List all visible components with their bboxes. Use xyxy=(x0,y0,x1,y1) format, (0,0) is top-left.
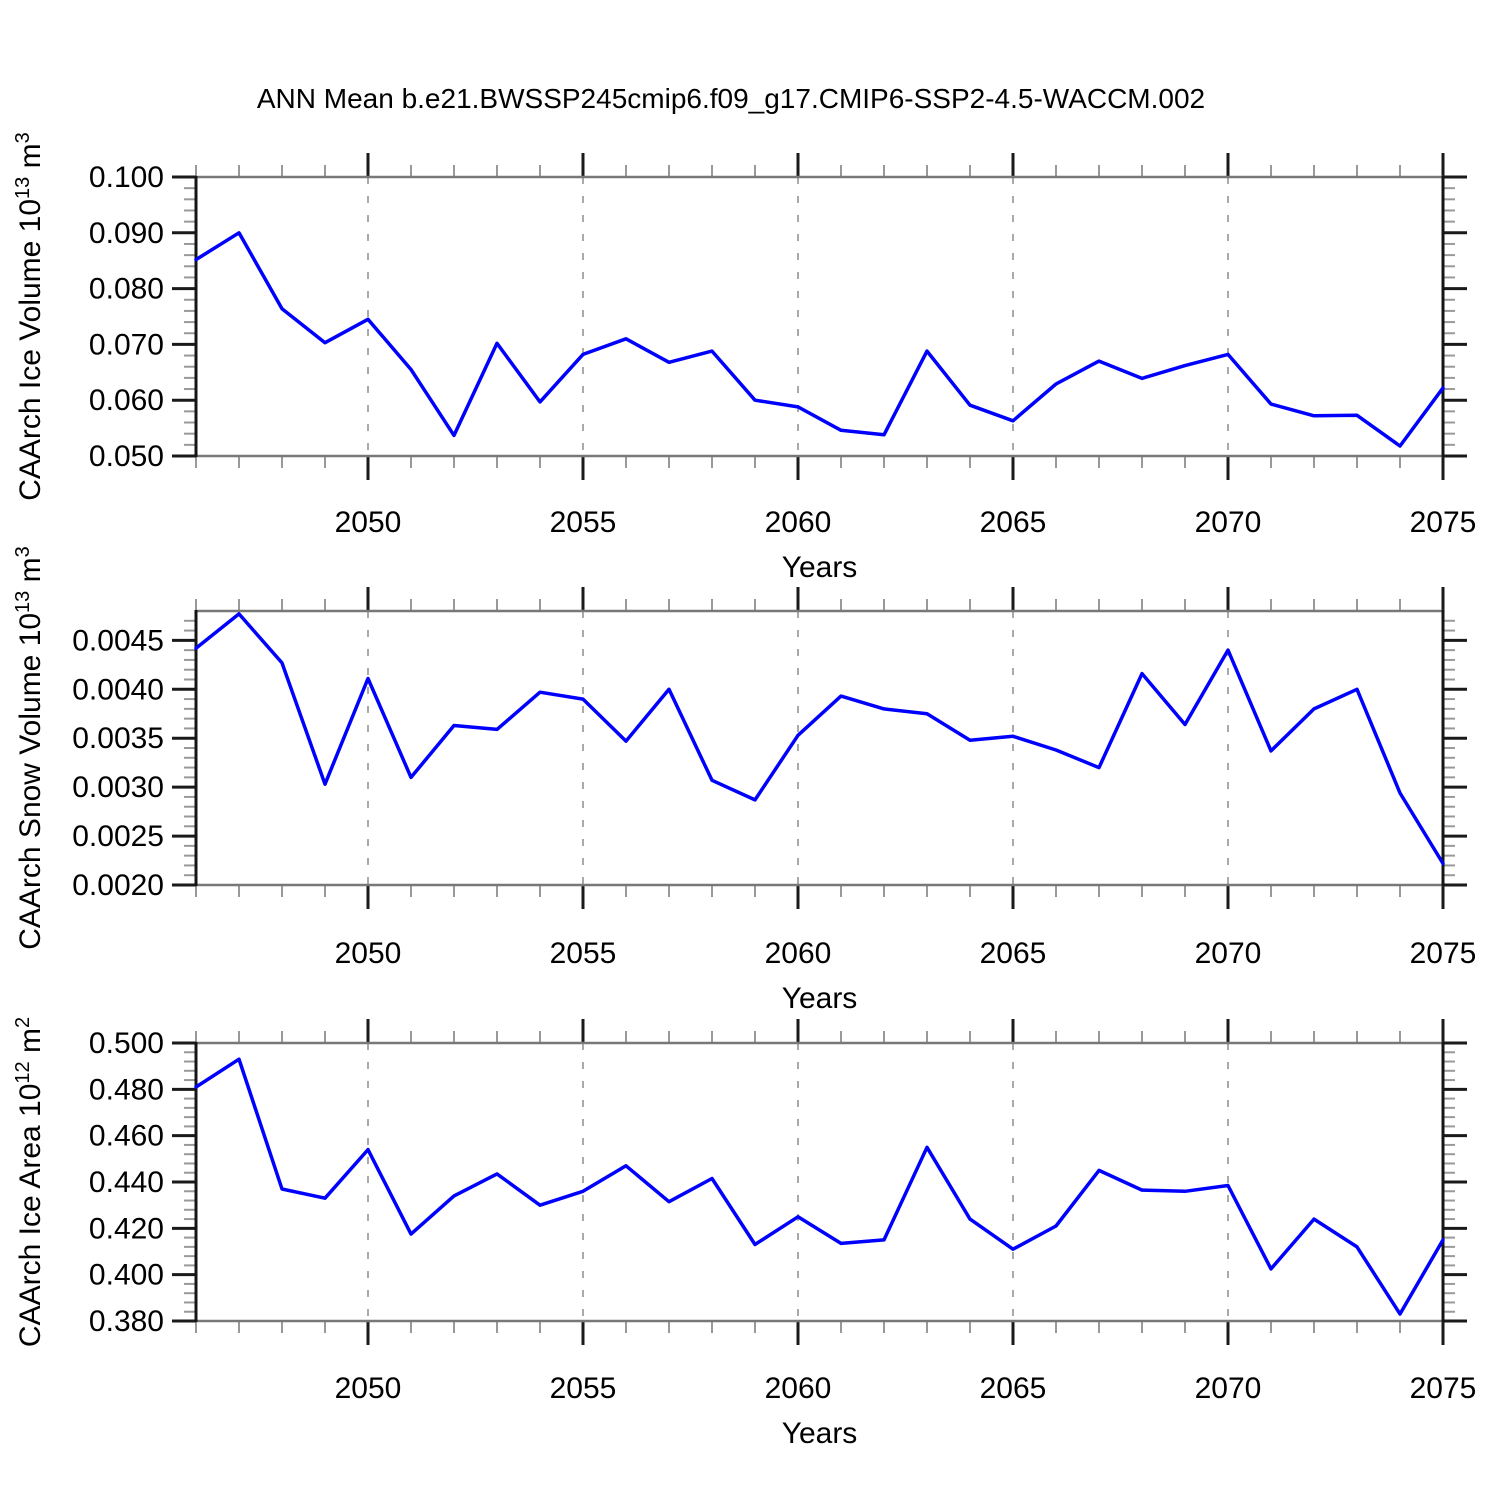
x-tick-label: 2070 xyxy=(1195,937,1262,970)
y-tick-label: 0.400 xyxy=(89,1259,164,1292)
x-tick-label: 2050 xyxy=(335,1372,402,1405)
x-tick-label: 2075 xyxy=(1410,1372,1477,1405)
y-tick-label: 0.0020 xyxy=(72,869,164,902)
plot-ice-volume: 0.050 0.060 0.070 0.080 0.090 0.100 2050 2055 20… xyxy=(12,132,1476,584)
x-axis-title: Years xyxy=(782,1417,858,1450)
x-tick-label: 2060 xyxy=(765,1372,832,1405)
x-tick-label: 2050 xyxy=(335,937,402,970)
y-tick-label: 0.440 xyxy=(89,1166,164,1199)
y-tick-label: 0.0030 xyxy=(72,771,164,804)
y-tick-label: 0.500 xyxy=(89,1027,164,1060)
x-tick-label: 2050 xyxy=(335,506,402,539)
x-tick-label: 2070 xyxy=(1195,1372,1262,1405)
x-tick-label: 2055 xyxy=(550,506,617,539)
y-tick-label: 0.070 xyxy=(89,328,164,361)
x-tick-label: 2075 xyxy=(1410,506,1477,539)
y-tick-label: 0.090 xyxy=(89,217,164,250)
x-tick-label: 2070 xyxy=(1195,506,1262,539)
snow-volume-line xyxy=(194,612,1445,866)
y-tick-label: 0.0040 xyxy=(72,673,164,706)
x-tick-label: 2075 xyxy=(1410,937,1477,970)
y-tick-label: 0.0035 xyxy=(72,722,164,755)
y-axis-title: CAArch Ice Volume 1013 m3 xyxy=(12,132,47,501)
y-tick-label: 0.480 xyxy=(89,1073,164,1106)
y-tick-label: 0.420 xyxy=(89,1212,164,1245)
plot-ice-area: 0.380 0.400 0.420 0.440 0.460 0.480 0.500 2050 2… xyxy=(12,1017,1476,1450)
plot-snow-volume: 0.0020 0.0025 0.0030 0.0035 0.0040 0.0045 2050… xyxy=(12,546,1476,1015)
y-tick-label: 0.0025 xyxy=(72,820,164,853)
y-tick-label: 0.080 xyxy=(89,273,164,306)
x-axis-title: Years xyxy=(782,982,858,1015)
ice-volume-line xyxy=(194,231,1445,448)
x-tick-label: 2060 xyxy=(765,506,832,539)
y-tick-label: 0.050 xyxy=(89,440,164,473)
x-tick-label: 2055 xyxy=(550,1372,617,1405)
y-tick-label: 0.380 xyxy=(89,1305,164,1338)
figure-title: ANN Mean b.e21.BWSSP245cmip6.f09_g17.CMI… xyxy=(257,83,1205,114)
x-tick-label: 2060 xyxy=(765,937,832,970)
x-tick-label: 2065 xyxy=(980,506,1047,539)
x-tick-label: 2065 xyxy=(980,937,1047,970)
y-tick-label: 0.100 xyxy=(89,161,164,194)
x-axis-title: Years xyxy=(782,551,858,584)
ice-area-line xyxy=(194,1057,1445,1316)
y-tick-label: 0.460 xyxy=(89,1120,164,1153)
y-axis-title: CAArch Ice Area 1012 m2 xyxy=(12,1017,47,1347)
y-axis-title: CAArch Snow Volume 1013 m3 xyxy=(12,546,47,950)
y-tick-label: 0.0045 xyxy=(72,624,164,657)
y-tick-label: 0.060 xyxy=(89,384,164,417)
x-tick-label: 2065 xyxy=(980,1372,1047,1405)
plots-container: 0.050 0.060 0.070 0.080 0.090 0.100 2050 2055 20… xyxy=(12,132,1476,1450)
x-tick-label: 2055 xyxy=(550,937,617,970)
